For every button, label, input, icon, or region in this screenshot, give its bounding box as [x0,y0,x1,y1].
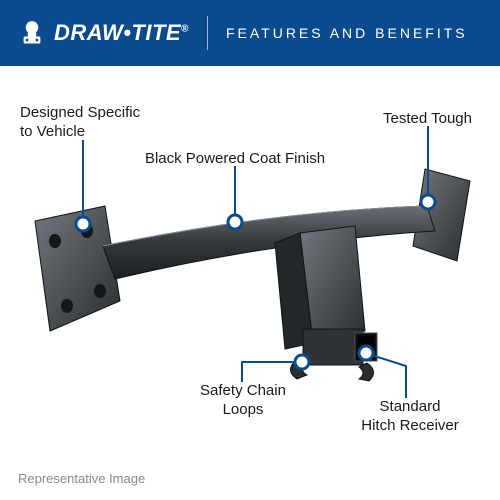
leader-safety [238,352,318,386]
header-bar: DRAW•TITE® FEATURES AND BENEFITS [0,0,500,66]
brand-name: DRAW•TITE® [54,20,189,46]
leader-finish [210,166,260,236]
leader-receiver [358,346,418,402]
header-divider [207,16,208,50]
leader-tested [410,126,450,216]
crossbar [103,206,435,279]
footer-note: Representative Image [18,471,145,486]
diagram-canvas: Designed Specificto Vehicle Black Powere… [0,66,500,500]
header-tagline: FEATURES AND BENEFITS [226,25,468,41]
callout-receiver: StandardHitch Receiver [350,398,470,436]
callout-designed: Designed Specificto Vehicle [20,104,170,142]
callout-safety: Safety ChainLoops [188,382,298,420]
hitch-ball-icon [18,19,46,47]
leader-designed [28,140,98,240]
brand-logo: DRAW•TITE® [18,19,189,47]
